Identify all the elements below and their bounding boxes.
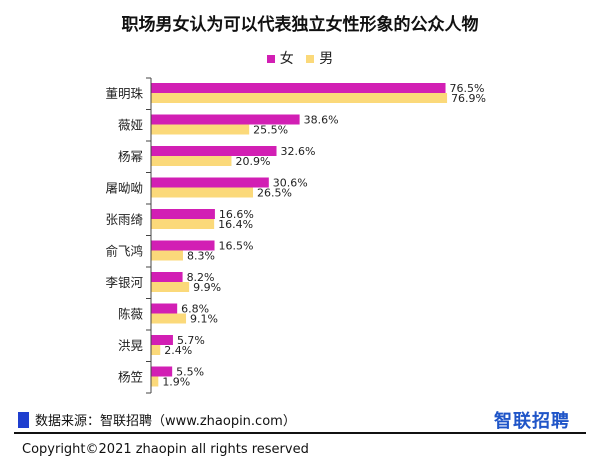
bar-female [151,177,269,188]
bar-female [151,83,446,93]
data-source-note: 数据来源：智联招聘（www.zhaopin.com） [18,410,296,429]
bar-female [151,146,277,156]
data-label-female: 16.5% [219,240,254,253]
copyright-text: Copyright©2021 zhaopin all rights reserv… [22,442,309,457]
data-label-female: 38.6% [304,114,339,127]
zhaopin-logo: 智联招聘 [494,411,570,432]
data-label-male: 8.3% [187,250,215,263]
bar-male [151,187,254,198]
bar-chart: 董明珠 76.5%76.9% 薇娅 38.6% 25.5% 杨幂 32.6% 20.9% 屠呦呦… [105,77,486,394]
bar-female [151,303,178,314]
data-label-male: 26.5% [257,187,292,200]
bar-male [151,250,183,261]
data-label-female: 5.7% [177,334,205,347]
category-label: 张雨绮 [105,212,143,227]
category-label: 薇娅 [118,118,143,133]
category-label: 杨笠 [118,370,143,385]
data-label-male: 1.9% [162,376,190,389]
bar-male [151,345,161,355]
chart-legend: 女 男 [0,48,600,68]
data-label-male: 20.9% [235,155,270,168]
category-label: 董明珠 [105,86,143,101]
bar-female [151,114,300,125]
legend-label-male: 男 [319,51,334,67]
data-label-male: 16.4% [218,218,253,231]
data-label-female: 32.6% [281,145,316,158]
data-label-male: 2.4% [164,344,192,357]
category-label: 俞飞鸿 [105,244,143,259]
category-label: 陈薇 [118,307,144,322]
bar-male [151,93,448,103]
data-label-female: 6.8% [181,303,209,316]
legend-item-male: 男 [306,48,333,68]
category-label: 李银河 [105,275,143,290]
data-label-female: 16.6% [219,208,254,221]
bar-female [151,209,215,219]
data-label-male: 9.1% [190,313,218,326]
legend-swatch-male [306,55,315,63]
bar-male [151,156,232,166]
bar-female [151,240,215,251]
legend-label-female: 女 [279,51,294,67]
bar-male [151,124,250,135]
legend-swatch-female [266,55,275,63]
data-source-text: 数据来源：智联招聘（www.zhaopin.com） [35,414,296,429]
legend-item-female: 女 [266,48,294,68]
bar-female [151,366,173,377]
data-label-female: 8.2% [187,271,215,284]
chart-title: 职场男女认为可以代表独立女性形象的公众人物 [121,15,479,35]
bar-female [151,272,183,282]
category-label: 杨幂 [118,149,143,164]
category-label: 洪晃 [118,338,143,353]
source-marker-icon [18,412,29,428]
data-label-male: 9.9% [193,281,221,294]
data-label-female: 5.5% [176,366,204,379]
bar-male [151,376,159,387]
data-label-female: 30.6% [273,177,308,190]
bar-male [151,282,190,292]
bar-male [151,313,187,324]
data-label-female: 76.5% [450,82,485,95]
footer-divider [14,432,586,434]
data-label-male: 76.9% [451,92,486,105]
bar-female [151,335,173,345]
data-label-male: 25.5% [253,124,288,137]
category-label: 屠呦呦 [105,181,143,196]
bar-male [151,219,215,229]
